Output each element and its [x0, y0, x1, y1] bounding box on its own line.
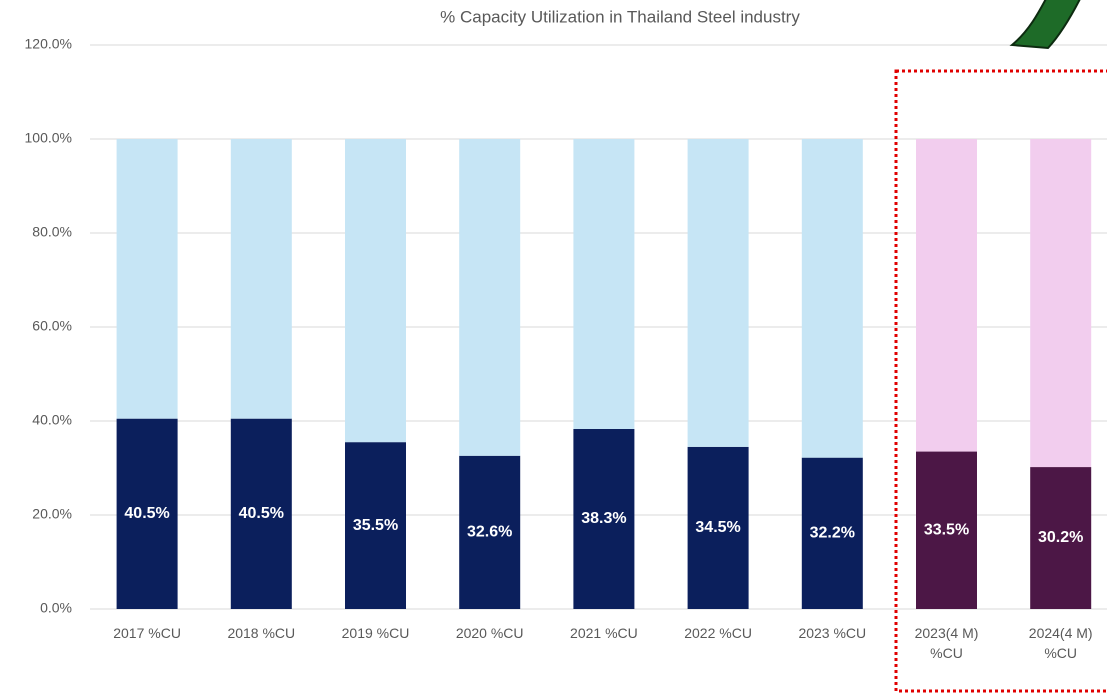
- bar-segment: [916, 451, 977, 609]
- x-tick-label: 2021 %CU: [570, 625, 638, 641]
- value-label: 38.3%: [581, 510, 626, 527]
- x-tick-label: 2020 %CU: [455, 625, 524, 641]
- bar-segment: [801, 139, 863, 458]
- bar-segment: [573, 139, 635, 429]
- y-tick-label: 60.0%: [32, 318, 72, 334]
- y-tick-label: 80.0%: [32, 224, 72, 240]
- x-tick-label: 2018 %CU: [227, 625, 296, 641]
- value-label: 34.5%: [695, 519, 740, 536]
- x-tick-label: 2017 %CU: [113, 625, 181, 641]
- y-tick-label: 40.0%: [32, 412, 72, 428]
- x-tick-label: 2022 %CU: [684, 625, 752, 641]
- x-tick-label: 2023(4 M) %CU: [914, 625, 979, 661]
- bar-segment: [916, 139, 977, 452]
- value-label: 35.5%: [353, 517, 398, 534]
- bar-segment: [1030, 139, 1092, 468]
- bar-segment: [687, 139, 749, 447]
- bar-segment: [459, 139, 521, 456]
- bar-segment: [345, 139, 406, 443]
- highlight-box: [894, 69, 1107, 693]
- bar-segment: [1030, 467, 1092, 609]
- bar-segment: [687, 446, 749, 609]
- y-tick-label: 120.0%: [25, 36, 72, 52]
- y-tick-label: 0.0%: [40, 600, 72, 616]
- x-tick-label: 2019 %CU: [341, 625, 410, 641]
- chart-title: % Capacity Utilization in Thailand Steel…: [440, 7, 800, 26]
- bar-segment: [116, 418, 178, 609]
- y-tick-label: 20.0%: [32, 506, 72, 522]
- bar-segment: [573, 428, 635, 609]
- x-tick-label: 2023 %CU: [798, 625, 867, 641]
- arrow-decoration: [1009, 0, 1081, 50]
- bar-segment: [116, 139, 178, 419]
- y-tick-label: 100.0%: [25, 130, 72, 146]
- bar-segment: [801, 457, 863, 609]
- value-label: 30.2%: [1038, 529, 1083, 546]
- value-label: 32.2%: [810, 525, 855, 542]
- value-label: 40.5%: [124, 505, 169, 522]
- bar-segment: [459, 455, 521, 609]
- value-label: 40.5%: [239, 505, 284, 522]
- x-tick-label: 2024(4 M) %CU: [1028, 625, 1093, 661]
- bar-segment: [345, 442, 406, 609]
- value-label: 33.5%: [924, 521, 969, 538]
- bar-segment: [230, 418, 292, 609]
- bar-segment: [230, 139, 292, 419]
- value-label: 32.6%: [467, 524, 512, 541]
